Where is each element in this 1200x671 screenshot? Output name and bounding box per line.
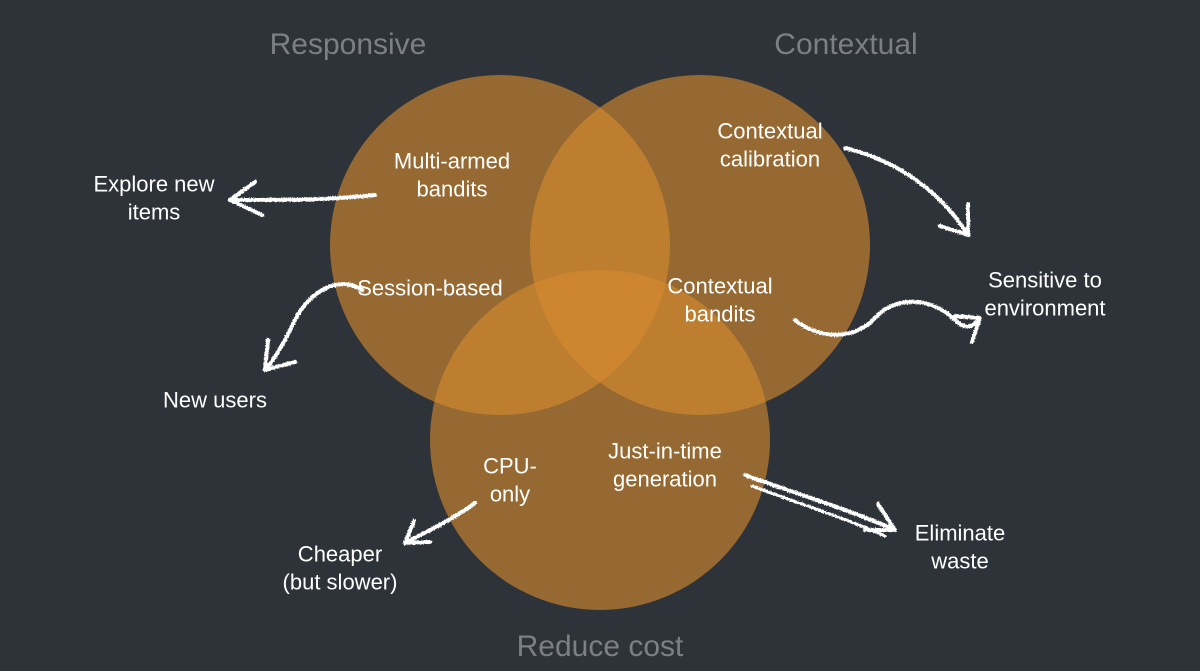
diagram-svg	[0, 0, 1200, 671]
label-cheaper-but-slower: Cheaper (but slower)	[283, 541, 398, 596]
label-session-based: Session-based	[357, 274, 503, 302]
title-responsive: Responsive	[270, 28, 427, 62]
label-contextual-bandits: Contextual bandits	[667, 273, 772, 328]
label-sensitive-to-environment: Sensitive to environment	[984, 267, 1105, 322]
label-cpu-only: CPU- only	[483, 453, 537, 508]
label-explore-new-items: Explore new items	[93, 171, 214, 226]
label-eliminate-waste: Eliminate waste	[915, 520, 1005, 575]
label-multi-armed-bandits: Multi-armed bandits	[394, 148, 510, 203]
label-contextual-calibration: Contextual calibration	[717, 118, 822, 173]
venn-diagram: Responsive Contextual Reduce cost Multi-…	[0, 0, 1200, 671]
title-reduce-cost: Reduce cost	[517, 630, 684, 664]
label-new-users: New users	[163, 386, 267, 414]
title-contextual: Contextual	[774, 28, 917, 62]
label-just-in-time: Just-in-time generation	[608, 438, 722, 493]
